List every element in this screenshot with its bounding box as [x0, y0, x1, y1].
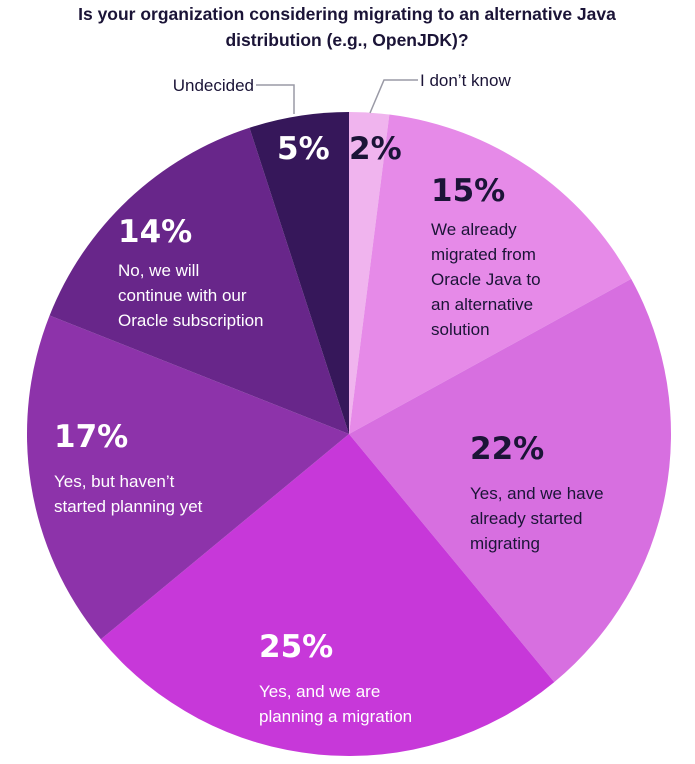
slice-percent-label: 14% [118, 214, 192, 250]
slice-percent-label: 22% [470, 431, 544, 467]
slice-category-label: Oracle Java to [431, 270, 541, 289]
pie-slice [100, 434, 555, 757]
slice-category-label: Yes, and we have [470, 484, 604, 503]
chart-title: Is your organization considering migrati… [78, 4, 616, 50]
callout-leaders [256, 79, 418, 114]
slice-category-label: started planning yet [54, 497, 203, 516]
slice-labels: 2% I don’t know 15% We already migrated from… [54, 71, 604, 726]
pie-slice [349, 278, 671, 683]
pie-slice [26, 315, 349, 640]
chart-title-line: distribution (e.g., OpenJDK)? [225, 30, 468, 50]
slice-category-label: continue with our [118, 286, 247, 305]
slice-percent-label: 17% [54, 419, 128, 455]
slice-category-label: Undecided [173, 76, 254, 95]
slice-category-label: Yes, and we are [259, 682, 380, 701]
slice-category-label: migrated from [431, 245, 536, 264]
leader-line [369, 79, 418, 114]
slice-percent-label: 25% [259, 629, 333, 665]
slice-percent-label: 5% [277, 131, 330, 167]
slice-category-label: We already [431, 220, 517, 239]
pie-slice [349, 114, 632, 434]
chart-title-line: Is your organization considering migrati… [78, 4, 616, 24]
leader-line [256, 84, 295, 114]
slice-category-label: migrating [470, 534, 540, 553]
slice-category-label: an alternative [431, 295, 533, 314]
slice-percent-label: 15% [431, 173, 505, 209]
pie-slices [26, 112, 671, 757]
pie-slice [349, 112, 390, 434]
slice-category-label: Oracle subscription [118, 311, 264, 330]
pie-slice [49, 127, 350, 434]
slice-category-label: Yes, but haven’t [54, 472, 175, 491]
pie-slice [249, 112, 349, 434]
slice-category-label: No, we will [118, 261, 199, 280]
slice-category-label: solution [431, 320, 490, 339]
slice-category-label: I don’t know [420, 71, 511, 90]
slice-category-label: planning a migration [259, 707, 412, 726]
slice-percent-label: 2% [349, 131, 402, 167]
slice-category-label: already started [470, 509, 582, 528]
